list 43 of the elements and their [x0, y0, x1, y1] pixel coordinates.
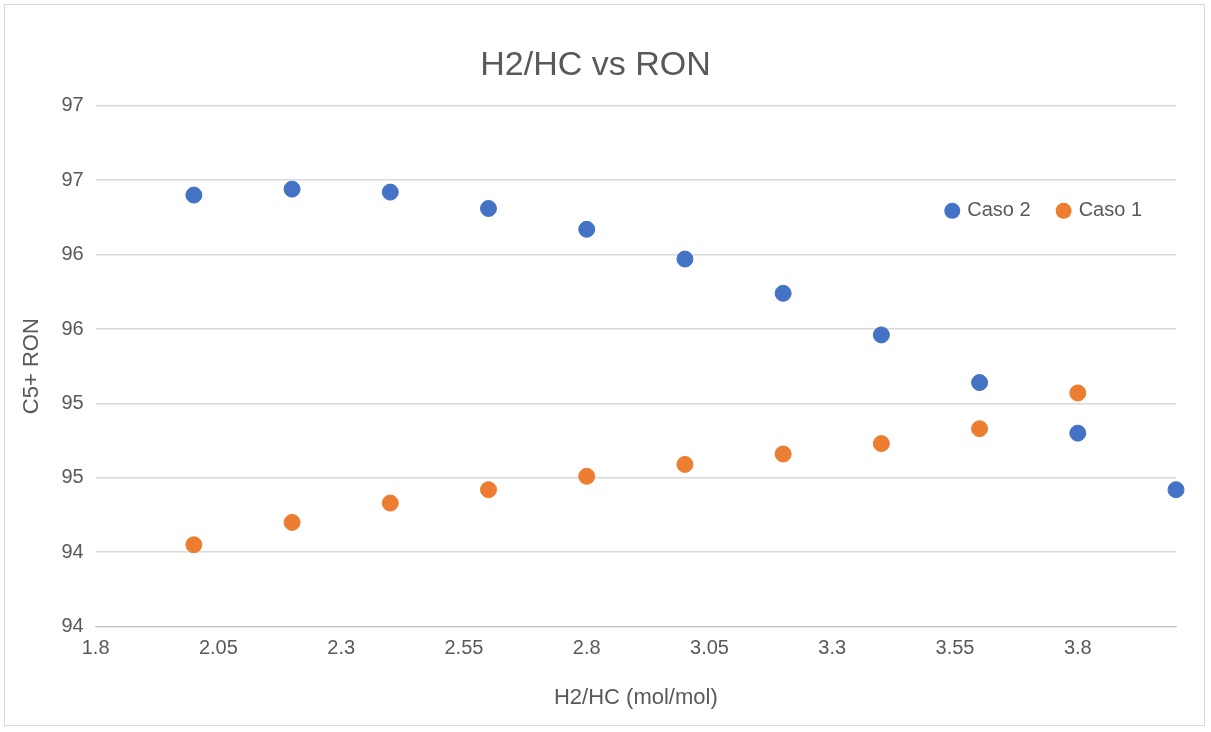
- point: [578, 467, 596, 485]
- point: [185, 186, 203, 204]
- point: [381, 494, 399, 512]
- point: [774, 445, 792, 463]
- point: [676, 250, 694, 268]
- y-tick-label: 94: [61, 539, 84, 562]
- point: [185, 536, 203, 554]
- point: [480, 199, 497, 217]
- point: [872, 435, 890, 453]
- point: [381, 183, 399, 201]
- x-tick-label: 3.3: [818, 636, 847, 659]
- legend-label: Caso 2: [967, 198, 1031, 221]
- x-tick-label: 1.8: [81, 636, 110, 659]
- x-tick-label: 2.8: [572, 636, 601, 659]
- point: [971, 420, 989, 438]
- point: [578, 220, 596, 238]
- point: [676, 455, 694, 473]
- legend-label: Caso 1: [1078, 198, 1143, 221]
- x-tick-label: 3.05: [690, 636, 729, 659]
- point: [971, 374, 989, 392]
- y-tick-label: 96: [61, 316, 84, 339]
- x-tick-label: 2.3: [327, 636, 356, 659]
- y-tick-label: 97: [61, 93, 84, 116]
- y-tick-label: 95: [61, 390, 84, 413]
- chart-title: H2/HC vs RON: [480, 43, 711, 82]
- point: [283, 180, 301, 198]
- point: [1167, 481, 1185, 499]
- y-tick-label: 94: [61, 614, 84, 637]
- point: [283, 513, 301, 531]
- x-tick-label: 3.8: [1063, 636, 1092, 659]
- point: [480, 481, 497, 499]
- y-tick-label: 96: [61, 242, 84, 265]
- point: [1069, 424, 1087, 442]
- y-axis-title: C5+ RON: [18, 318, 44, 415]
- x-tick-label: 3.55: [935, 636, 975, 659]
- point: [1069, 384, 1087, 402]
- point: [872, 326, 890, 344]
- x-tick-label: 2.55: [444, 636, 484, 659]
- x-tick-label: 2.05: [198, 636, 238, 659]
- y-tick-label: 97: [61, 167, 84, 190]
- y-tick-label: 95: [61, 465, 84, 488]
- x-axis-title: H2/HC (mol/mol): [553, 683, 718, 709]
- point: [774, 284, 792, 302]
